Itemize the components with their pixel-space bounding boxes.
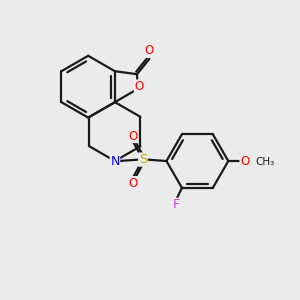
Text: CH₃: CH₃ [256,157,275,166]
Text: S: S [139,153,147,166]
Text: N: N [110,154,120,167]
Text: O: O [134,80,144,93]
Text: F: F [173,198,180,212]
Text: O: O [240,154,249,167]
Text: O: O [128,130,137,142]
Text: O: O [145,44,154,57]
Text: O: O [128,177,137,190]
